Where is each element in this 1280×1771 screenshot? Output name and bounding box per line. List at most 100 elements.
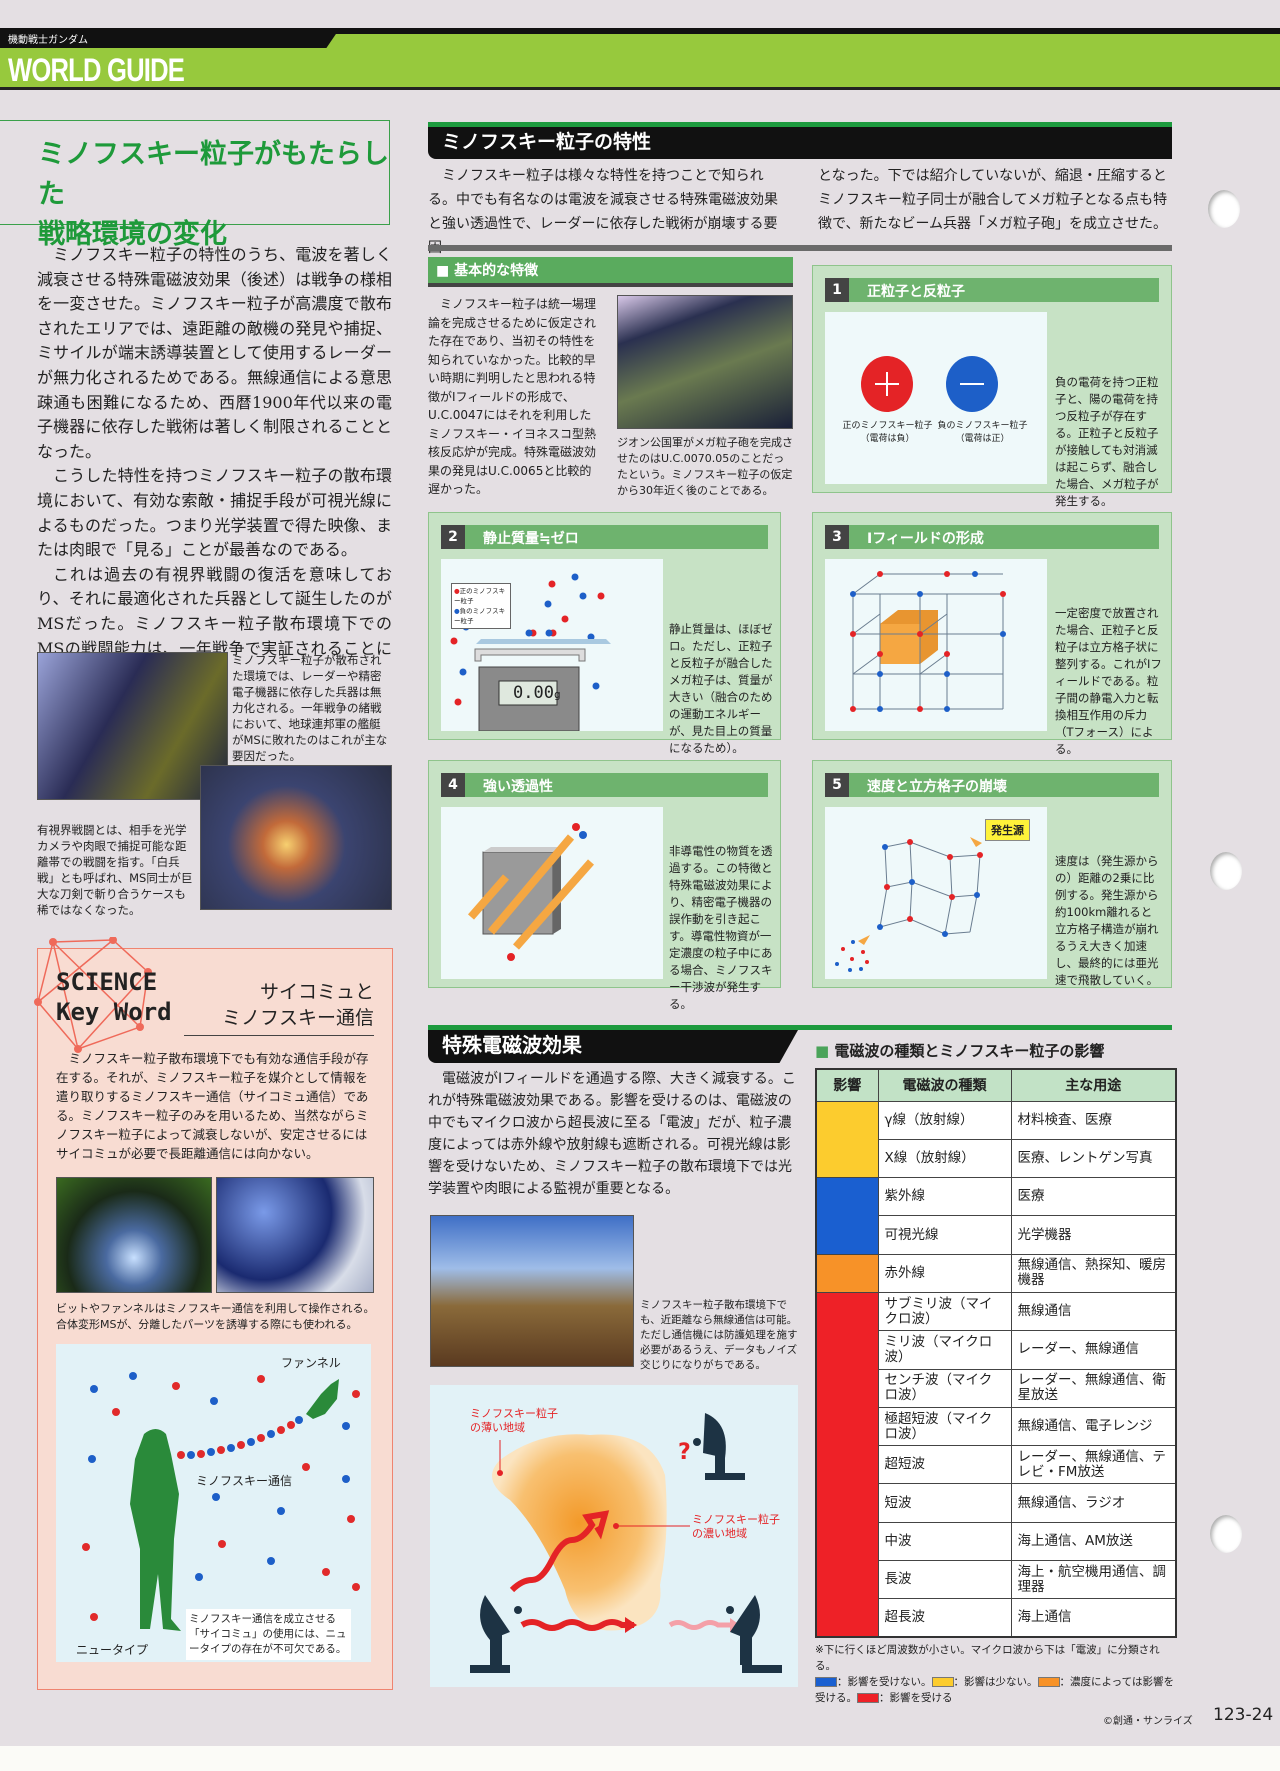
basic-title: 基本的な特徴	[454, 263, 539, 279]
usage-cell: 海上・航空機用通信、調理器	[1010, 1560, 1177, 1600]
impact-cell-low	[815, 1100, 879, 1179]
basic-text: ミノフスキー粒子は統一場理論を完成させるために仮定された存在であり、当初その特性…	[428, 297, 597, 496]
wave-arrow-weak	[668, 1620, 730, 1630]
thin-region-label: ミノフスキー粒子の薄い地域	[470, 1407, 558, 1434]
section-header: 特殊電磁波効果	[428, 1030, 798, 1063]
box-text: 静止質量は、ほぼゼロ。ただし、正粒子と反粒子が融合したメガ粒子は、質量が大きい（…	[669, 622, 773, 755]
box-header: 5 速度と立方格子の崩壊	[825, 773, 1159, 797]
column-header: 主な用途	[1010, 1068, 1177, 1102]
title-line: 戦略環境の変化	[38, 219, 227, 250]
column-header: 電磁波の種類	[877, 1068, 1012, 1102]
impact-cell-affected	[815, 1291, 879, 1638]
usage-cell: 無線通信	[1010, 1291, 1177, 1332]
paragraph: ミノフスキー粒子の特性のうち、電波を著しく減衰させる特殊電磁波効果（後述）は戦争…	[37, 245, 392, 461]
legend-label: ：影響を受けない。	[837, 1676, 932, 1688]
box-text: 一定密度で放置された場合、正粒子と反粒子は立方格子状に整列する。これがIフィール…	[1055, 606, 1162, 756]
table-row: 短波 無線通信、ラジオ	[816, 1483, 1177, 1523]
legend-swatch-none	[815, 1677, 837, 1687]
table-title: ■ 電磁波の種類とミノフスキー粒子の影響	[815, 1042, 1105, 1060]
em-body: 電磁波がIフィールドを通過する際、大きく減衰する。これが特殊電磁波効果である。影…	[428, 1071, 796, 1197]
link-label: ミノフスキー通信	[196, 1474, 293, 1488]
binder-hole	[1210, 1515, 1242, 1553]
box-title: 強い透過性	[483, 779, 553, 795]
usage-cell: 海上通信	[1010, 1598, 1177, 1638]
neg-sublabel: （電荷は正）	[955, 434, 1010, 444]
copyright: ©創通・サンライズ	[1103, 1716, 1193, 1727]
wave-type-cell: 極超短波（マイクロ波）	[877, 1406, 1012, 1447]
usage-cell: 無線通信、電子レンジ	[1010, 1406, 1177, 1447]
table-row: 長波 海上・航空機用通信、調理器	[816, 1560, 1177, 1600]
box-number: 1	[825, 278, 849, 302]
radar-dish-icon	[470, 1595, 522, 1673]
table-row: 紫外線 医療	[815, 1177, 1177, 1255]
usage-cell: レーダー、無線通信、テレビ・FM放送	[1010, 1445, 1177, 1485]
scale-illustration	[450, 573, 611, 731]
intro-text: となった。下では紹介していないが、縮退・圧縮するとミノフスキー粒子同士が融合して…	[818, 168, 1168, 232]
neg-label: 負のミノフスキー粒子	[937, 421, 1028, 431]
title-line: ミノフスキー粒子がもたらした	[38, 139, 389, 210]
impact-cell-partial	[815, 1253, 879, 1293]
table-row: γ線（放射線） 材料検査、医療	[815, 1100, 1177, 1179]
radar-diagram: ? ミノフスキー粒子の薄い地域 ミノフスキー粒子の濃い地域	[430, 1385, 798, 1687]
molecule-icon	[34, 937, 152, 1053]
wave-arrow-through	[520, 1619, 634, 1631]
usage-cell: レーダー、無線通信、衛星放送	[1010, 1368, 1177, 1408]
usage-cell: 医療、レントゲン写真	[1010, 1138, 1177, 1179]
box-illustration: 発生源	[825, 807, 1047, 979]
table-title-text: 電磁波の種類とミノフスキー粒子の影響	[834, 1042, 1105, 1060]
feature-box-1: 1 正粒子と反粒子 正のミノフスキー粒子 （電荷は負） 負のミノフスキー粒子 （電荷は…	[812, 265, 1172, 508]
section-header: ミノフスキー粒子の特性	[428, 122, 1172, 159]
usage-cell: 光学機器	[1010, 1215, 1177, 1255]
impact-legend: ：影響を受けない。 ：影響は少ない。 ：濃度によっては影響を受ける。 ：影響を受ける	[815, 1676, 1174, 1704]
intro-text: ミノフスキー粒子は様々な特性を持つことで知られる。中でも有名なのは電波を減衰させ…	[428, 168, 778, 256]
radar-illustration	[470, 1413, 782, 1673]
photo-caption: 有視界戦闘とは、相手を光学カメラや肉眼で捕捉可能な距離帯での戦闘を指す。「白兵戦…	[37, 823, 193, 917]
box-header: 1 正粒子と反粒子	[825, 278, 1159, 302]
legend-pos: 正のミノフスキー粒子	[454, 587, 506, 605]
box-number: 5	[825, 773, 849, 797]
wave-type-cell: サブミリ波（マイクロ波）	[877, 1291, 1012, 1332]
wave-type-cell: γ線（放射線）	[877, 1100, 1012, 1140]
paragraph: こうした特性を持つミノフスキー粒子の散布環境において、有効な索敵・捕捉手段が可視…	[37, 466, 392, 560]
science-title: サイコミュと	[259, 981, 374, 1003]
wave-type-cell: 超長波	[877, 1598, 1012, 1638]
wave-type-cell: 紫外線	[877, 1177, 1012, 1217]
article-title: ミノフスキー粒子がもたらした 戦略環境の変化	[0, 120, 390, 250]
diagram-note: ミノフスキー通信を成立させる「サイコミュ」の使用には、ニュータイプの存在が不可欠…	[186, 1609, 351, 1660]
penetration-illustration	[467, 823, 594, 961]
scale-value: 0.00	[513, 683, 554, 703]
photo-caption: ミノフスキー粒子散布環境下でも、近距離なら無線通信は可能。ただし通信機には防護処…	[640, 1299, 798, 1371]
box-number: 4	[441, 773, 465, 797]
wave-type-cell: 中波	[877, 1521, 1012, 1562]
science-badge: SCIENCE	[56, 968, 158, 996]
box-illustration	[825, 559, 1047, 731]
wave-type-cell: ミリ波（マイクロ波）	[877, 1330, 1012, 1370]
psycommu-diagram: ファンネル ミノフスキー通信 ニュータイプ ミノフスキー通信を成立させる「サイコ…	[56, 1344, 371, 1662]
wave-type-cell: 可視光線	[877, 1215, 1012, 1255]
box-header: 2 静止質量≒ゼロ	[441, 525, 768, 549]
note-text: ※下に行くほど周波数が小さい。マイクロ波から下は「電波」に分類される。	[815, 1644, 1160, 1672]
series-title: 機動戦士ガンダム	[0, 28, 340, 48]
dense-region-label: ミノフスキー粒子の濃い地域	[692, 1513, 780, 1540]
box-text: 非導電性の物質を透過する。この特徴と特殊電磁波効果により、精密電子機器の誤作動を…	[669, 844, 773, 1011]
impact-cell-none	[815, 1177, 879, 1255]
scale-unit: g	[553, 688, 561, 701]
binder-hole	[1208, 190, 1240, 228]
wave-type-cell: センチ波（マイクロ波）	[877, 1368, 1012, 1408]
wave-type-cell: 短波	[877, 1483, 1012, 1523]
box-illustration: ●正のミノフスキー粒子 ●負のミノフスキー粒子 0.00g	[441, 559, 663, 731]
photo-combining-ms	[216, 1177, 374, 1293]
binder-hole	[1210, 852, 1242, 890]
photo-mega-particle-cannon	[617, 295, 793, 429]
legend-label: ：濃度によっては影響を受ける。	[815, 1676, 1174, 1704]
divider	[428, 1025, 1172, 1030]
box-illustration: 正のミノフスキー粒子 （電荷は負） 負のミノフスキー粒子 （電荷は正）	[825, 312, 1047, 484]
photo-caption: ジオン公国軍がメガ粒子砲を完成させたのはU.C.0070.05のことだったという…	[617, 436, 793, 497]
box-text: 速度は（発生源からの）距離の2乗に比例する。発生源から約100km離れると立方格…	[1055, 854, 1159, 987]
header-banner: 機動戦士ガンダム WORLD GUIDE	[0, 28, 1280, 90]
table-row: 可視光線 光学機器	[816, 1215, 1177, 1255]
table-row: 中波 海上通信、AM放送	[816, 1521, 1177, 1562]
radar-dish-icon	[726, 1595, 782, 1673]
column-header: 影響	[815, 1068, 879, 1102]
photo-soldier-binoculars	[430, 1215, 634, 1367]
